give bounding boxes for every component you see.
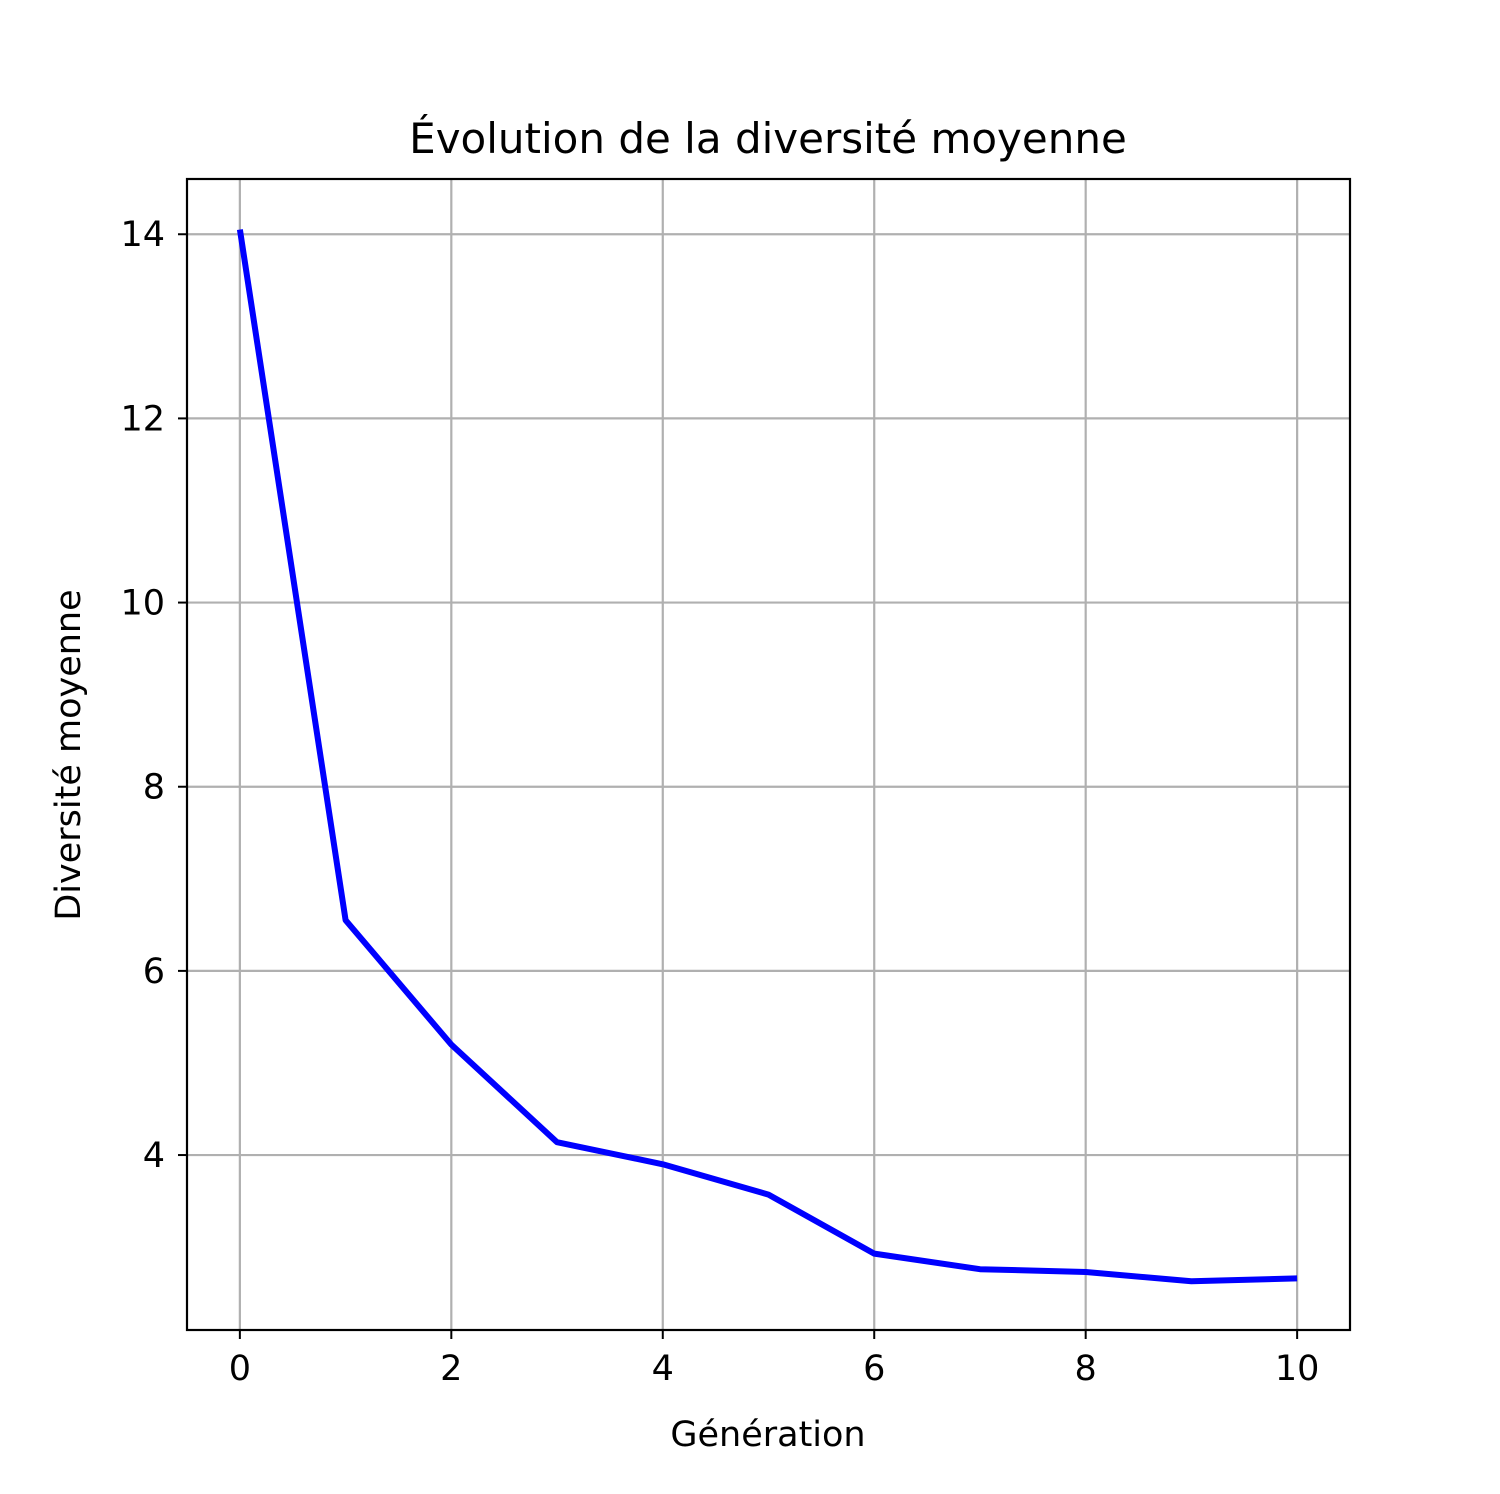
chart-title: Évolution de la diversité moyenne [409,113,1127,163]
y-axis-label: Diversité moyenne [49,589,89,920]
x-tick-label: 10 [1275,1349,1320,1389]
x-tick-label: 2 [440,1349,462,1389]
series-layer [236,229,1298,1285]
y-tick-label: 10 [120,584,165,624]
y-tick-label: 4 [143,1136,165,1176]
series-line [236,229,1298,1285]
x-axis-label: Génération [670,1415,865,1455]
x-tick-label: 6 [863,1349,885,1389]
plot-frame [185,177,1352,1332]
y-tick-label: 14 [120,215,165,255]
y-tick-label: 8 [143,768,165,808]
y-axis: 4 6 8 10 12 14 [120,215,187,1176]
x-tick-label: 0 [229,1349,251,1389]
y-tick-label: 12 [120,399,165,439]
grid-lines [187,179,1350,1330]
x-tick-label: 8 [1075,1349,1097,1389]
y-tick-label: 6 [143,952,165,992]
x-axis: 0 2 4 6 8 10 [229,1330,1320,1389]
x-tick-label: 4 [652,1349,674,1389]
